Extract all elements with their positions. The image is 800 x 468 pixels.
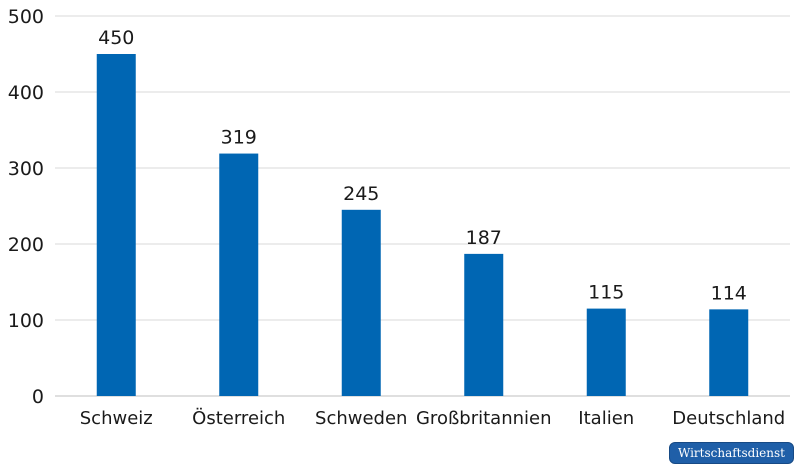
- bar: [341, 209, 381, 396]
- source-badge: Wirtschaftsdienst: [668, 442, 794, 464]
- gridlines: [55, 15, 790, 397]
- bars: [96, 54, 749, 396]
- bar: [96, 54, 136, 396]
- x-tick-label: Schweden: [315, 408, 407, 429]
- x-tick-label: Italien: [578, 408, 634, 429]
- y-axis-ticks: 0 100 200 300 400 500: [8, 6, 44, 408]
- y-tick-label: 200: [8, 234, 44, 256]
- data-label: 319: [221, 127, 257, 149]
- data-label: 245: [343, 183, 379, 205]
- x-axis-labels: Schweiz Österreich Schweden Großbritannien I…: [80, 407, 785, 429]
- bar: [709, 309, 749, 396]
- data-labels: 450 319 245 187 115 114: [98, 27, 747, 304]
- data-label: 114: [711, 282, 747, 304]
- x-tick-label: Deutschland: [672, 408, 785, 429]
- y-tick-label: 0: [32, 386, 44, 408]
- y-tick-label: 500: [8, 6, 44, 28]
- y-tick-label: 400: [8, 82, 44, 104]
- y-tick-label: 300: [8, 158, 44, 180]
- bar: [219, 153, 259, 396]
- data-label: 450: [98, 27, 134, 49]
- data-label: 187: [466, 227, 502, 249]
- y-tick-label: 100: [8, 310, 44, 332]
- x-tick-label: Österreich: [192, 407, 285, 429]
- x-tick-label: Großbritannien: [416, 408, 552, 429]
- x-tick-label: Schweiz: [80, 408, 153, 429]
- bar: [586, 308, 626, 396]
- bar: [464, 253, 504, 396]
- data-label: 115: [588, 282, 624, 304]
